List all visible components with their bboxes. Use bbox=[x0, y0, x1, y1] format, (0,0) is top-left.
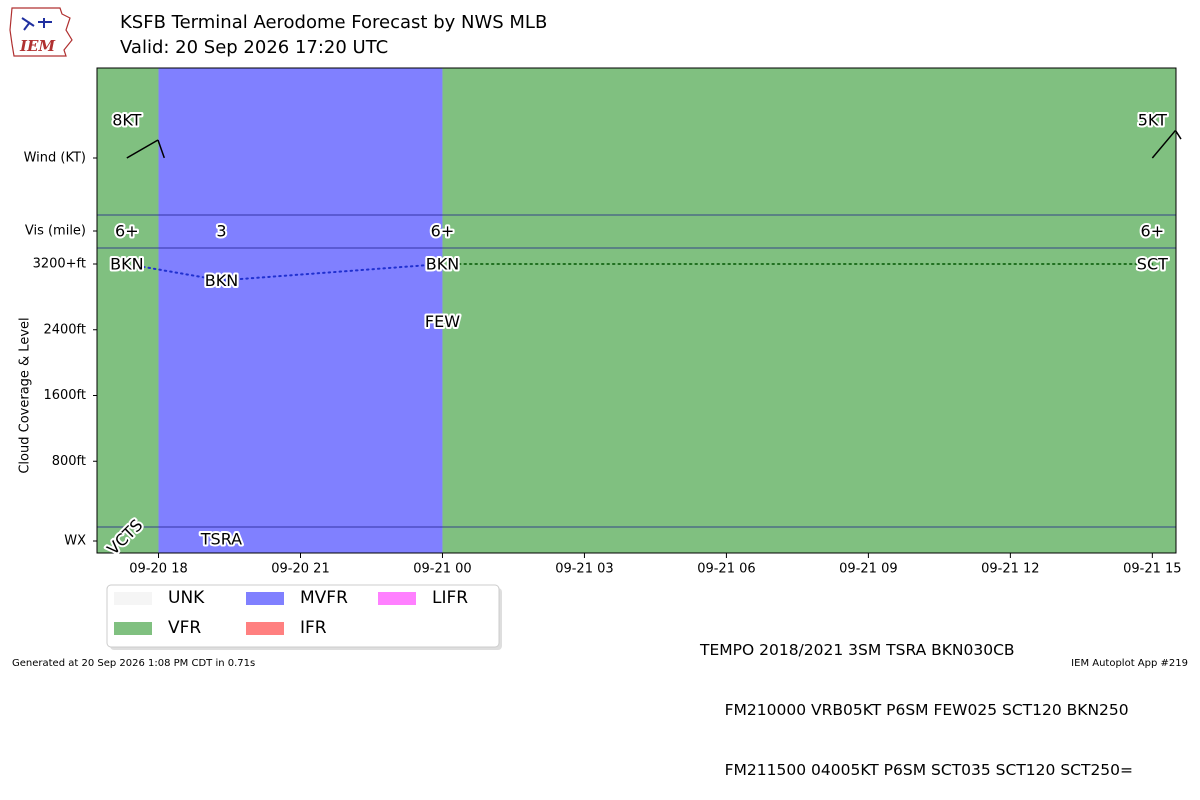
cloud-tick-label: 3200+ft bbox=[33, 257, 86, 272]
taf-line: TEMPO 2018/2021 3SM TSRA BKN030CB bbox=[700, 641, 1015, 659]
y-axis-label-cloud: Cloud Coverage & Level bbox=[18, 317, 33, 473]
visibility-label-halo: 6+ bbox=[431, 222, 455, 241]
legend-label-ifr: IFR bbox=[300, 618, 327, 638]
visibility-label-text: 6+ bbox=[431, 222, 455, 241]
legend: UNK VFR MVFR IFR LIFR bbox=[106, 584, 502, 650]
legend-swatch-vfr bbox=[114, 622, 152, 635]
cloud-label-halo: SCT bbox=[1137, 255, 1168, 274]
legend-label-unk: UNK bbox=[168, 588, 205, 608]
category-band-mvfr bbox=[158, 68, 443, 553]
wind-barb-flag bbox=[157, 139, 165, 159]
legend-swatch-ifr bbox=[246, 622, 284, 635]
cloud-label-text: BKN bbox=[205, 271, 238, 290]
wind-speed-label-text: 8KT bbox=[112, 111, 141, 130]
legend-label-mvfr: MVFR bbox=[300, 588, 348, 608]
weather-label-text: TSRA bbox=[200, 530, 242, 549]
legend-swatch-mvfr bbox=[246, 592, 284, 605]
cloud-level-line bbox=[125, 263, 444, 282]
legend-label-lifr: LIFR bbox=[432, 588, 468, 608]
legend-swatch-unk bbox=[114, 592, 152, 605]
cloud-label-text: FEW bbox=[425, 312, 460, 331]
legend-swatch-lifr bbox=[378, 592, 416, 605]
visibility-label: 33 bbox=[214, 220, 228, 243]
visibility-label: 6+6+ bbox=[1139, 220, 1167, 243]
wind-barb-flag bbox=[1174, 130, 1182, 140]
cloud-label-halo: BKN bbox=[205, 271, 238, 290]
taf-line: FM211500 04005KT P6SM SCT035 SCT120 SCT2… bbox=[700, 761, 1134, 779]
cloud-label-text: BKN bbox=[426, 255, 459, 274]
wind-speed-label-text: 5KT bbox=[1138, 111, 1167, 130]
plot-area: Wind (KT) Vis (mile) Cloud Coverage & Leve… bbox=[18, 67, 1182, 650]
x-tick-label: 09-21 00 bbox=[413, 562, 471, 577]
x-tick-label: 09-21 06 bbox=[697, 562, 755, 577]
iem-logo: IEM bbox=[9, 7, 73, 57]
cloud-tick-label: 2400ft bbox=[43, 322, 86, 337]
cloud-label-text: BKN bbox=[110, 255, 143, 274]
visibility-label-text: 6+ bbox=[115, 222, 139, 241]
plot-frame bbox=[96, 67, 1177, 554]
visibility-label-text: 6+ bbox=[1141, 222, 1165, 241]
taf-line: FM210000 VRB05KT P6SM FEW025 SCT120 BKN2… bbox=[700, 701, 1129, 719]
cloud-label-halo: BKN bbox=[110, 255, 143, 274]
y-axis-label-vis: Vis (mile) bbox=[25, 224, 86, 239]
x-tick-label: 09-21 15 bbox=[1123, 562, 1181, 577]
visibility-label-halo: 3 bbox=[216, 222, 226, 241]
wind-speed-label-halo: 5KT bbox=[1138, 111, 1167, 130]
weather-label-halo: TSRA bbox=[200, 530, 242, 549]
app-note: IEM Autoplot App #219 bbox=[1071, 658, 1188, 669]
visibility-label-text: 3 bbox=[216, 222, 226, 241]
wind-barb-shaft bbox=[1151, 129, 1177, 159]
category-band-vfr bbox=[442, 68, 1176, 553]
x-tick-label: 09-20 18 bbox=[129, 562, 187, 577]
category-band-vfr bbox=[97, 68, 159, 553]
taf-text: TEMPO 2018/2021 3SM TSRA BKN030CB FM2100… bbox=[700, 600, 1133, 800]
logo-text: IEM bbox=[19, 37, 55, 55]
y-axis-label-wind: Wind (KT) bbox=[24, 151, 86, 166]
generated-note: Generated at 20 Sep 2026 1:08 PM CDT in … bbox=[12, 658, 256, 669]
x-tick-label: 09-21 12 bbox=[981, 562, 1039, 577]
x-tick-label: 09-21 09 bbox=[839, 562, 897, 577]
x-tick-label: 09-20 21 bbox=[271, 562, 329, 577]
taf-chart: IEM Wind (KT) Vis (mile) Cloud Coverage & … bbox=[9, 7, 1182, 650]
visibility-label-halo: 6+ bbox=[1141, 222, 1165, 241]
cloud-tick-label: 800ft bbox=[52, 454, 86, 469]
wind-barb-shaft bbox=[126, 139, 159, 159]
visibility-label: 6+6+ bbox=[429, 220, 457, 243]
cloud-label-halo: BKN bbox=[426, 255, 459, 274]
legend-label-vfr: VFR bbox=[168, 618, 201, 638]
cloud-label-text: SCT bbox=[1137, 255, 1168, 274]
x-tick-label: 09-21 03 bbox=[555, 562, 613, 577]
wind-speed-label-halo: 8KT bbox=[112, 111, 141, 130]
visibility-label: 6+6+ bbox=[113, 220, 141, 243]
y-axis-label-wx: WX bbox=[64, 534, 86, 549]
visibility-label-halo: 6+ bbox=[115, 222, 139, 241]
cloud-tick-label: 1600ft bbox=[43, 388, 86, 403]
chart-subtitle: Valid: 20 Sep 2026 17:20 UTC bbox=[120, 37, 389, 58]
cloud-label-halo: FEW bbox=[425, 312, 460, 331]
chart-title: KSFB Terminal Aerodome Forecast by NWS M… bbox=[120, 12, 548, 33]
